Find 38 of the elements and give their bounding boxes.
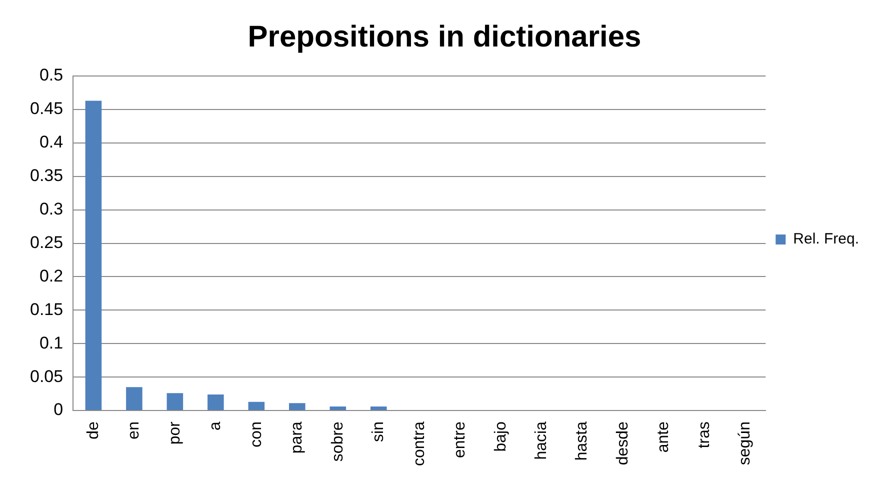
y-tick-label: 0.05 xyxy=(30,366,64,386)
y-tick-label: 0.45 xyxy=(30,99,64,118)
y-tick-label: 0.1 xyxy=(39,333,64,352)
bar xyxy=(370,406,387,410)
legend-label: Rel. Freq. xyxy=(793,230,860,248)
bar xyxy=(166,393,184,410)
bar xyxy=(248,402,265,410)
x-tick-label: hasta xyxy=(574,421,591,461)
y-tick-label: 0.35 xyxy=(30,166,64,186)
x-tick-label: de xyxy=(84,421,102,440)
x-tick-label: bajo xyxy=(492,421,510,452)
bar xyxy=(208,394,224,410)
bar xyxy=(126,387,142,410)
x-tick-label: en xyxy=(126,422,143,440)
x-tick-label: por xyxy=(166,420,184,445)
y-tick-label: 0.25 xyxy=(30,232,64,252)
x-tick-label: entre xyxy=(452,421,469,458)
x-tick-label: sobre xyxy=(329,421,346,462)
x-tick-label: tras xyxy=(696,422,713,448)
x-tick-label: con xyxy=(248,422,265,448)
y-tick-label: 0 xyxy=(54,400,64,420)
bar xyxy=(330,406,346,410)
y-tick-label: 0.2 xyxy=(39,266,64,286)
x-tick-label: ante xyxy=(655,421,672,453)
y-tick-label: 0.4 xyxy=(39,132,64,152)
x-tick-label: según xyxy=(736,422,754,466)
bar xyxy=(289,403,306,410)
y-tick-label: 0.3 xyxy=(39,200,64,218)
chart-title: Prepositions in dictionaries xyxy=(248,20,642,54)
x-tick-label: desde xyxy=(614,421,632,466)
x-tick-label: a xyxy=(207,421,224,430)
y-tick-label: 0.5 xyxy=(39,66,64,85)
x-tick-label: para xyxy=(288,421,306,454)
x-tick-label: sin xyxy=(370,422,388,442)
x-tick-label: contra xyxy=(410,421,428,466)
bar xyxy=(85,100,102,410)
x-tick-label: hacia xyxy=(532,421,550,460)
y-tick-label: 0.15 xyxy=(30,300,64,319)
